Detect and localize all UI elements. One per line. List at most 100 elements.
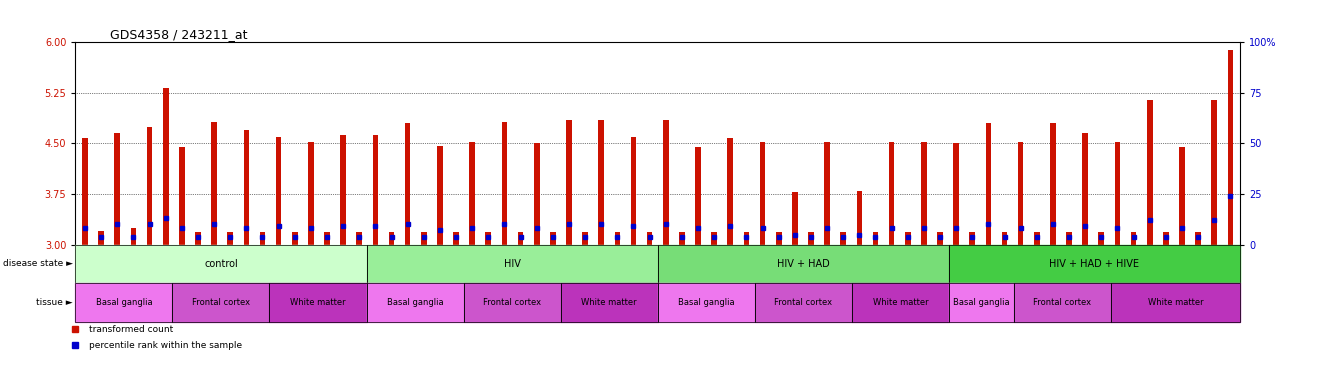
Bar [501, 122, 508, 245]
Bar [366, 283, 464, 322]
Bar [873, 232, 878, 245]
Text: Frontal cortex: Frontal cortex [192, 298, 250, 307]
Text: Basal ganglia: Basal ganglia [95, 298, 152, 307]
Bar [776, 232, 781, 245]
Bar [1067, 232, 1072, 245]
Bar [270, 283, 366, 322]
Bar [405, 123, 411, 245]
Bar [485, 232, 492, 245]
Bar [566, 120, 572, 245]
Bar [366, 283, 464, 322]
Text: Basal ganglia: Basal ganglia [953, 298, 1010, 307]
Bar [172, 283, 270, 322]
Bar [851, 283, 949, 322]
Bar [657, 245, 949, 283]
Bar [1147, 99, 1153, 245]
Bar [631, 137, 636, 245]
Bar [986, 123, 992, 245]
Bar [953, 144, 958, 245]
Bar [615, 232, 620, 245]
Bar [115, 133, 120, 245]
Bar [921, 142, 927, 245]
Bar [518, 232, 524, 245]
Bar [755, 283, 851, 322]
Bar [561, 283, 657, 322]
Bar [438, 146, 443, 245]
Bar [657, 283, 755, 322]
Bar [949, 283, 1014, 322]
Bar [824, 142, 830, 245]
Bar [969, 232, 976, 245]
Bar [727, 138, 734, 245]
Text: White matter: White matter [873, 298, 928, 307]
Bar [657, 245, 949, 283]
Bar [276, 137, 282, 245]
Bar [178, 147, 185, 245]
Bar [98, 231, 104, 245]
Text: disease state ►: disease state ► [3, 260, 73, 268]
Bar [227, 232, 233, 245]
Bar [1002, 232, 1007, 245]
Bar [196, 232, 201, 245]
Bar [75, 283, 172, 322]
Bar [582, 232, 588, 245]
Bar [469, 142, 475, 245]
Bar [1083, 133, 1088, 245]
Bar [292, 232, 297, 245]
Text: Basal ganglia: Basal ganglia [678, 298, 735, 307]
Bar [949, 245, 1240, 283]
Bar [464, 283, 561, 322]
Bar [366, 245, 657, 283]
Bar [1050, 123, 1056, 245]
Bar [841, 232, 846, 245]
Bar [172, 283, 270, 322]
Bar [1099, 232, 1104, 245]
Bar [851, 283, 949, 322]
Text: White matter: White matter [1147, 298, 1203, 307]
Bar [888, 142, 895, 245]
Bar [1018, 142, 1023, 245]
Bar [646, 232, 653, 245]
Bar [937, 232, 943, 245]
Bar [420, 232, 427, 245]
Text: Frontal cortex: Frontal cortex [775, 298, 833, 307]
Bar [743, 232, 750, 245]
Bar [561, 283, 657, 322]
Bar [1110, 283, 1240, 322]
Bar [808, 232, 814, 245]
Text: White matter: White matter [582, 298, 637, 307]
Text: percentile rank within the sample: percentile rank within the sample [90, 341, 242, 350]
Bar [1014, 283, 1110, 322]
Bar [131, 228, 136, 245]
Bar [711, 232, 717, 245]
Text: Basal ganglia: Basal ganglia [387, 298, 443, 307]
Bar [755, 283, 851, 322]
Bar [243, 130, 249, 245]
Text: White matter: White matter [291, 298, 346, 307]
Bar [1114, 142, 1120, 245]
Bar [308, 142, 313, 245]
Bar [324, 232, 329, 245]
Text: transformed count: transformed count [90, 325, 173, 334]
Bar [147, 127, 152, 245]
Text: HIV: HIV [504, 259, 521, 269]
Text: Frontal cortex: Frontal cortex [1032, 298, 1091, 307]
Bar [75, 245, 366, 283]
Bar [453, 232, 459, 245]
Text: tissue ►: tissue ► [37, 298, 73, 307]
Bar [1228, 50, 1233, 245]
Bar [1195, 232, 1200, 245]
Bar [389, 232, 394, 245]
Bar [949, 245, 1240, 283]
Bar [75, 245, 366, 283]
Bar [212, 122, 217, 245]
Bar [1163, 232, 1169, 245]
Bar [1034, 232, 1039, 245]
Bar [662, 120, 669, 245]
Bar [259, 232, 266, 245]
Text: Frontal cortex: Frontal cortex [483, 298, 541, 307]
Text: HIV + HAD: HIV + HAD [777, 259, 830, 269]
Bar [1110, 283, 1240, 322]
Bar [464, 283, 561, 322]
Bar [792, 192, 797, 245]
